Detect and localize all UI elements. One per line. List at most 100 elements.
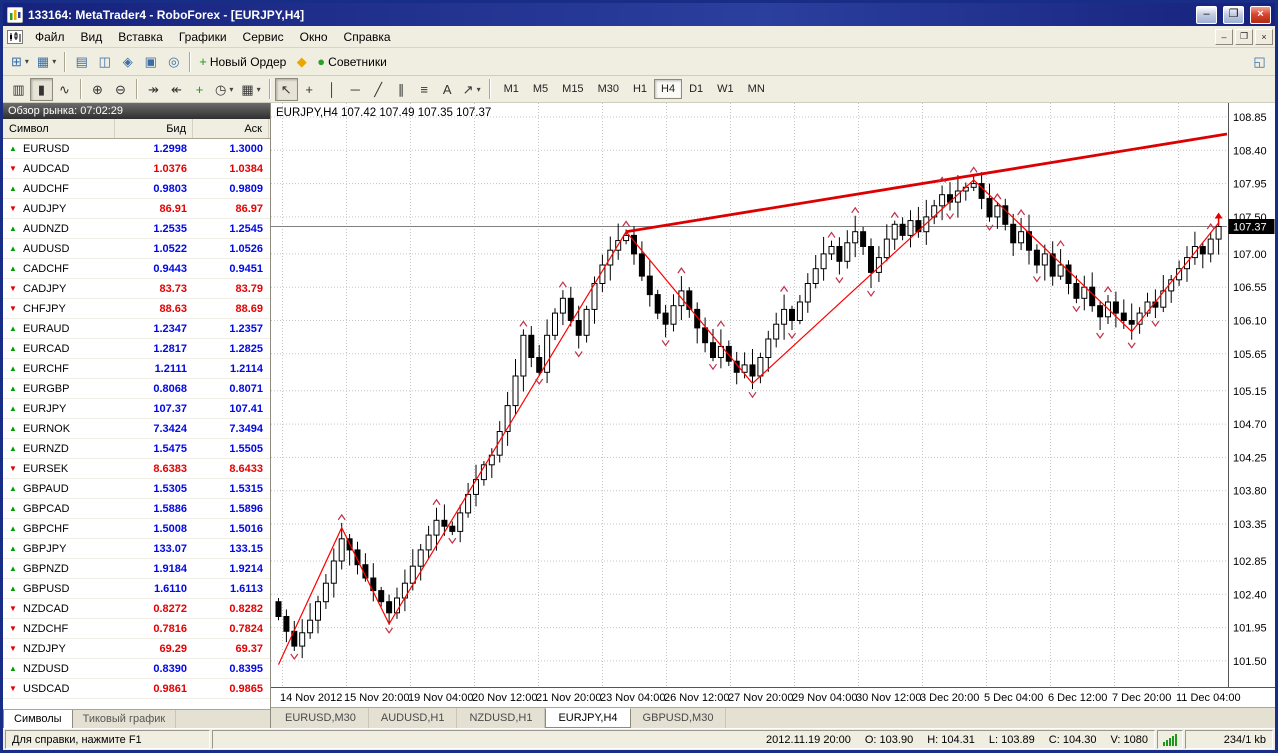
strategy-tester-button[interactable]: ◎ (162, 50, 185, 73)
market-watch-row-audnzd[interactable]: ▲ AUDNZD 1.2535 1.2545 (3, 219, 270, 239)
periods-button[interactable]: ◷ ▾ (211, 78, 237, 101)
indicators-button[interactable]: + (188, 78, 211, 101)
horizontal-line-button[interactable]: ─ (344, 78, 367, 101)
text-button[interactable]: A (436, 78, 459, 101)
chart-tab-nzdusd-h1[interactable]: NZDUSD,H1 (457, 708, 546, 728)
navigator-button[interactable]: ◈ (116, 50, 139, 73)
market-watch-row-cadchf[interactable]: ▲ CADCHF 0.9443 0.9451 (3, 259, 270, 279)
market-watch-row-gbpusd[interactable]: ▲ GBPUSD 1.6110 1.6113 (3, 579, 270, 599)
title-bar[interactable]: 133164: MetaTrader4 - RoboForex - [EURJP… (3, 3, 1275, 26)
market-watch-row-eurcad[interactable]: ▲ EURCAD 1.2817 1.2825 (3, 339, 270, 359)
new-order-button[interactable]: + Новый Ордер (195, 50, 290, 73)
dropdown-arrow-icon[interactable]: ▾ (52, 57, 57, 66)
market-watch-row-eursek[interactable]: ▼ EURSEK 8.6383 8.6433 (3, 459, 270, 479)
templates-button[interactable]: ▦ ▾ (237, 78, 264, 101)
zoom-in-button[interactable]: ⊕ (86, 78, 109, 101)
column-header-symbol[interactable]: Символ (3, 119, 115, 138)
child-minimize-button[interactable]: – (1215, 28, 1233, 45)
menu-item-insert[interactable]: Вставка (118, 29, 163, 44)
market-watch-row-audchf[interactable]: ▲ AUDCHF 0.9803 0.9809 (3, 179, 270, 199)
auto-scroll-button[interactable]: ↠ (142, 78, 165, 101)
market-watch-row-nzdcad[interactable]: ▼ NZDCAD 0.8272 0.8282 (3, 599, 270, 619)
market-watch-row-gbpjpy[interactable]: ▲ GBPJPY 133.07 133.15 (3, 539, 270, 559)
timeframe-w1-button[interactable]: W1 (717, 83, 734, 95)
timeframe-h1-button[interactable]: H1 (632, 83, 648, 95)
menu-item-service[interactable]: Сервис (242, 29, 284, 44)
market-watch-button[interactable]: ▤ (70, 50, 93, 73)
dropdown-arrow-icon[interactable]: ▾ (476, 84, 481, 94)
market-watch-row-gbpchf[interactable]: ▲ GBPCHF 1.5008 1.5016 (3, 519, 270, 539)
chart-shift-button[interactable]: ↞ (165, 78, 188, 101)
new-chart-button[interactable]: ⊞ ▾ (7, 50, 33, 73)
market-watch-row-audcad[interactable]: ▼ AUDCAD 1.0376 1.0384 (3, 159, 270, 179)
chart-tab-eurjpy-h4[interactable]: EURJPY,H4 (545, 708, 631, 728)
market-watch-row-nzdchf[interactable]: ▼ NZDCHF 0.7816 0.7824 (3, 619, 270, 639)
zigzag-indicator[interactable] (277, 179, 1220, 665)
data-window-button[interactable]: ◫ (93, 50, 116, 73)
market-watch-row-gbpcad[interactable]: ▲ GBPCAD 1.5886 1.5896 (3, 499, 270, 519)
line-chart-button[interactable]: ∿ (53, 78, 76, 101)
menu-item-charts[interactable]: Графики (178, 29, 227, 44)
timeframe-m30-button[interactable]: M30 (597, 83, 619, 95)
price-chart[interactable]: 108.85108.40107.95107.50107.00106.55106.… (271, 103, 1275, 707)
child-close-button[interactable]: × (1255, 28, 1273, 45)
fibonacci-button[interactable]: ≡ (413, 78, 436, 101)
close-button[interactable]: × (1250, 5, 1271, 24)
timeframe-h4-button[interactable]: H4 (654, 79, 683, 99)
cursor-button[interactable]: ↖ (274, 77, 298, 101)
price-axis[interactable]: 108.85108.40107.95107.50107.00106.55106.… (1233, 112, 1267, 668)
market-watch-row-gbpaud[interactable]: ▲ GBPAUD 1.5305 1.5315 (3, 479, 270, 499)
market-watch-row-eurchf[interactable]: ▲ EURCHF 1.2111 1.2114 (3, 359, 270, 379)
bar-chart-button[interactable]: ▥ (7, 78, 30, 101)
market-watch-row-nzdjpy[interactable]: ▼ NZDJPY 69.29 69.37 (3, 639, 270, 659)
market-watch-row-audusd[interactable]: ▲ AUDUSD 1.0522 1.0526 (3, 239, 270, 259)
trendline-button[interactable]: ╱ (367, 78, 390, 101)
chart-window-icon[interactable] (7, 29, 23, 44)
market-watch-row-eurnzd[interactable]: ▲ EURNZD 1.5475 1.5505 (3, 439, 270, 459)
chart-tab-audusd-h1[interactable]: AUDUSD,H1 (369, 708, 458, 728)
market-watch-row-nzdusd[interactable]: ▲ NZDUSD 0.8390 0.8395 (3, 659, 270, 679)
timeframe-m15-button[interactable]: M15 (562, 83, 584, 95)
dropdown-arrow-icon[interactable]: ▾ (229, 84, 234, 94)
dropdown-arrow-icon[interactable]: ▾ (256, 84, 261, 94)
menu-item-help[interactable]: Справка (343, 29, 391, 44)
profiles-button[interactable]: ▦ ▾ (33, 50, 60, 73)
column-header-ask[interactable]: Аск (193, 119, 269, 138)
market-watch-row-audjpy[interactable]: ▼ AUDJPY 86.91 86.97 (3, 199, 270, 219)
timeframe-mn-button[interactable]: MN (747, 83, 765, 95)
channel-button[interactable]: ∥ (390, 78, 413, 101)
menu-item-file[interactable]: Файл (35, 29, 65, 44)
timeframe-m1-button[interactable]: M1 (503, 83, 519, 95)
metaeditor-button[interactable]: ◆ (290, 50, 313, 73)
market-watch-tab-тиковый-график[interactable]: Тиковый график (73, 710, 177, 728)
menu-item-window[interactable]: Окно (299, 29, 328, 44)
zoom-out-button[interactable]: ⊖ (109, 78, 132, 101)
experts-button[interactable]: ● Советники (313, 50, 391, 73)
menu-item-view[interactable]: Вид (80, 29, 103, 44)
fullscreen-button[interactable]: ◱ (1248, 50, 1271, 73)
chart-tab-eurusd-m30[interactable]: EURUSD,M30 (273, 708, 369, 728)
column-header-bid[interactable]: Бид (115, 119, 193, 138)
market-watch-row-eurjpy[interactable]: ▲ EURJPY 107.37 107.41 (3, 399, 270, 419)
vertical-line-button[interactable]: │ (321, 78, 344, 101)
timeframe-m5-button[interactable]: M5 (532, 83, 549, 95)
minimize-button[interactable]: – (1196, 5, 1217, 24)
candlestick-chart-button[interactable]: ▮ (30, 77, 53, 101)
market-watch-row-cadjpy[interactable]: ▼ CADJPY 83.73 83.79 (3, 279, 270, 299)
market-watch-row-euraud[interactable]: ▲ EURAUD 1.2347 1.2357 (3, 319, 270, 339)
market-watch-row-eurusd[interactable]: ▲ EURUSD 1.2998 1.3000 (3, 139, 270, 159)
maximize-button[interactable]: ❐ (1223, 5, 1244, 24)
market-watch-row-usdcad[interactable]: ▼ USDCAD 0.9861 0.9865 (3, 679, 270, 699)
arrows-button[interactable]: ↗ ▾ (459, 78, 485, 101)
market-watch-row-gbpnzd[interactable]: ▲ GBPNZD 1.9184 1.9214 (3, 559, 270, 579)
child-restore-button[interactable]: ❐ (1235, 28, 1253, 45)
market-watch-row-eurgbp[interactable]: ▲ EURGBP 0.8068 0.8071 (3, 379, 270, 399)
market-watch-row-eurnok[interactable]: ▲ EURNOK 7.3424 7.3494 (3, 419, 270, 439)
chart-tab-gbpusd-m30[interactable]: GBPUSD,M30 (631, 708, 727, 728)
dropdown-arrow-icon[interactable]: ▾ (24, 57, 29, 66)
trend-line[interactable] (625, 132, 1228, 234)
terminal-button[interactable]: ▣ (139, 50, 162, 73)
crosshair-button[interactable]: + (298, 78, 321, 101)
market-watch-row-chfjpy[interactable]: ▼ CHFJPY 88.63 88.69 (3, 299, 270, 319)
